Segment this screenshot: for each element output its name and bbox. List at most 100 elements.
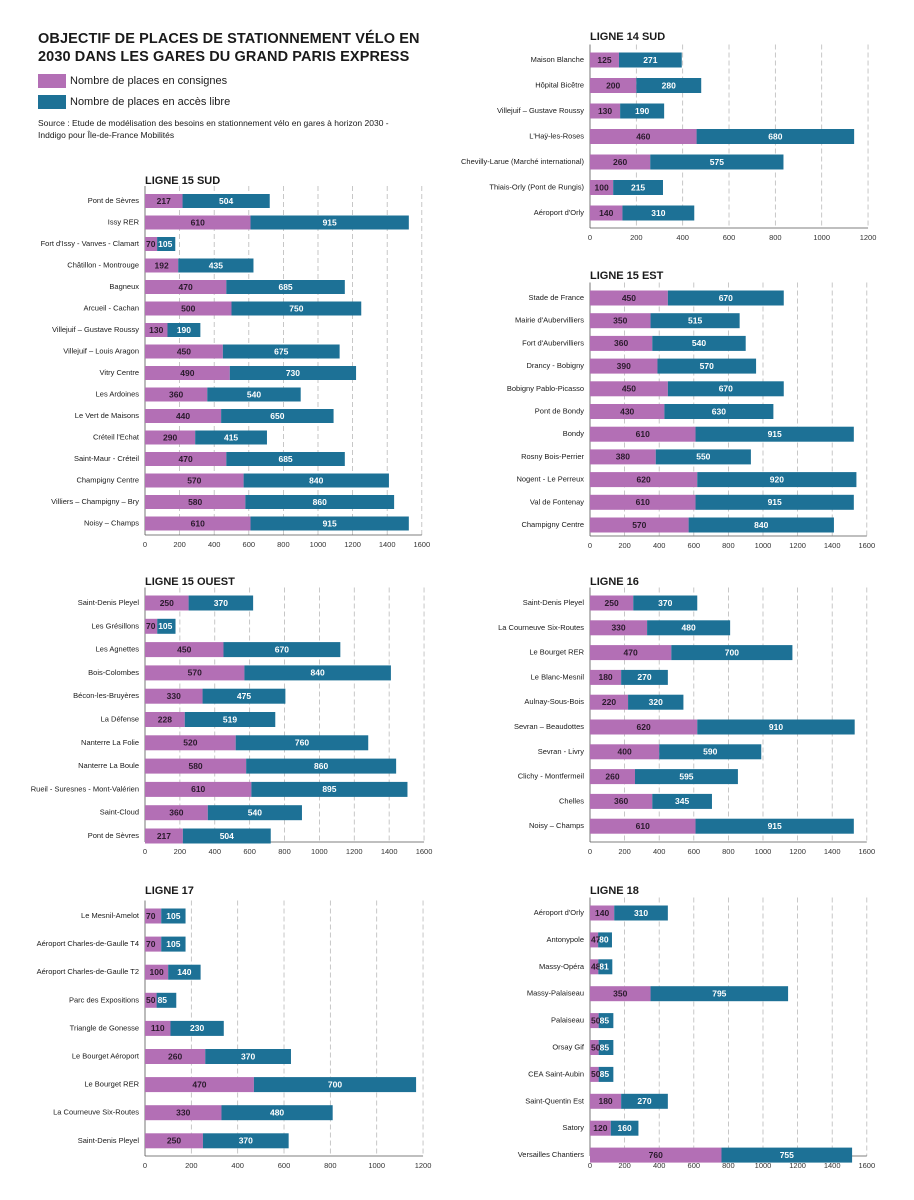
data-label-consignes: 220 [602, 697, 616, 707]
bar-consignes [145, 595, 189, 611]
bar-acces-libre [168, 964, 201, 980]
bar-consignes [590, 449, 656, 465]
bar-consignes [590, 905, 615, 921]
data-label-consignes: 250 [160, 598, 174, 608]
category-label: L'Haÿ-les-Roses [529, 131, 584, 140]
data-label-consignes: 350 [613, 315, 627, 325]
category-label: Hôpital Bicêtre [535, 80, 584, 89]
bar-acces-libre [221, 1105, 333, 1121]
bar-consignes [590, 472, 698, 488]
x-tick-label: 0 [588, 847, 592, 856]
bar-acces-libre [598, 932, 612, 948]
category-label: La Courneuve Six-Routes [498, 623, 584, 632]
category-label: Bécon-les-Bruyères [73, 691, 139, 700]
bar-acces-libre [245, 495, 395, 509]
bar-acces-libre [659, 744, 762, 760]
data-label-acces-libre: 190 [177, 325, 191, 335]
category-label: Val de Fontenay [530, 497, 584, 506]
data-label-acces-libre: 475 [237, 691, 251, 701]
x-tick-label: 1600 [858, 847, 875, 856]
data-label-consignes: 760 [649, 1150, 663, 1160]
bar-consignes [590, 154, 651, 170]
data-label-acces-libre: 270 [637, 1096, 651, 1106]
data-label-acces-libre: 670 [275, 644, 289, 654]
category-label: Arcueil - Cachan [84, 303, 139, 312]
bar-acces-libre [202, 688, 286, 704]
data-label-consignes: 50 [146, 995, 156, 1005]
data-label-consignes: 217 [157, 196, 171, 206]
bar-acces-libre [226, 452, 345, 466]
bar-consignes [145, 665, 245, 681]
category-label: Le Bourget RER [529, 648, 584, 657]
bar-acces-libre [667, 290, 784, 306]
bar-acces-libre [222, 344, 340, 359]
data-label-consignes: 50 [591, 1015, 601, 1025]
bar-acces-libre [170, 1020, 224, 1036]
category-label: Villejuif – Gustave Roussy [52, 325, 139, 334]
x-tick-label: 800 [277, 540, 290, 549]
category-label: Les Agnettes [96, 645, 140, 654]
bar-acces-libre [657, 358, 757, 374]
x-tick-label: 1400 [824, 1161, 841, 1170]
bar-acces-libre [161, 936, 186, 952]
data-label-consignes: 70 [146, 939, 156, 949]
x-tick-label: 400 [209, 847, 222, 856]
bar-acces-libre [622, 205, 695, 221]
category-label: Nogent - Le Perreux [516, 475, 584, 484]
bar-consignes [590, 1040, 599, 1055]
bar-consignes [590, 744, 660, 760]
data-label-consignes: 360 [169, 389, 183, 399]
data-label-consignes: 217 [157, 831, 171, 841]
category-label: Drancy - Bobigny [526, 361, 584, 370]
data-label-acces-libre: 105 [166, 939, 180, 949]
category-label: Palaiseau [551, 1016, 584, 1025]
data-label-consignes: 350 [613, 988, 627, 998]
data-label-acces-libre: 215 [631, 182, 645, 192]
data-label-acces-libre: 540 [247, 389, 261, 399]
data-label-consignes: 580 [188, 761, 202, 771]
data-label-acces-libre: 840 [754, 520, 768, 530]
data-label-consignes: 380 [616, 452, 630, 462]
x-tick-label: 800 [722, 1161, 735, 1170]
data-label-consignes: 260 [605, 771, 619, 781]
bar-consignes [145, 712, 185, 727]
category-label: Triangle de Gonesse [70, 1023, 139, 1032]
bar-acces-libre [207, 805, 302, 821]
bar-acces-libre [652, 793, 712, 809]
x-tick-label: 1600 [858, 541, 875, 550]
bar-consignes [590, 180, 614, 195]
x-tick-label: 1400 [824, 541, 841, 550]
x-tick-label: 1200 [860, 233, 877, 242]
x-tick-label: 1000 [755, 1161, 772, 1170]
x-tick-label: 400 [653, 847, 666, 856]
data-label-acces-libre: 85 [600, 1069, 610, 1079]
data-label-acces-libre: 920 [770, 474, 784, 484]
x-tick-label: 1600 [416, 847, 433, 856]
bar-consignes [145, 409, 222, 423]
x-tick-label: 1200 [344, 540, 361, 549]
x-tick-label: 0 [143, 847, 147, 856]
bar-consignes [590, 1147, 722, 1163]
x-tick-label: 1400 [381, 847, 398, 856]
data-label-acces-libre: 504 [219, 196, 233, 206]
bar-acces-libre [647, 620, 731, 636]
bar-acces-libre [697, 719, 855, 735]
category-label: Maison Blanche [531, 55, 584, 64]
bar-consignes [590, 335, 653, 351]
x-tick-label: 200 [618, 541, 631, 550]
category-label: Orsay Gif [552, 1042, 585, 1051]
data-label-consignes: 360 [614, 338, 628, 348]
data-label-acces-libre: 480 [682, 623, 696, 633]
x-tick-label: 600 [688, 541, 701, 550]
bar-consignes [590, 769, 635, 785]
data-label-consignes: 470 [179, 282, 193, 292]
data-label-consignes: 330 [611, 623, 625, 633]
x-tick-label: 600 [243, 847, 256, 856]
bar-consignes [145, 618, 158, 634]
data-label-acces-libre: 760 [295, 738, 309, 748]
bar-consignes [145, 366, 230, 380]
bar-acces-libre [156, 992, 177, 1008]
data-label-consignes: 330 [167, 691, 181, 701]
x-tick-label: 1000 [813, 233, 830, 242]
x-tick-label: 800 [722, 541, 735, 550]
